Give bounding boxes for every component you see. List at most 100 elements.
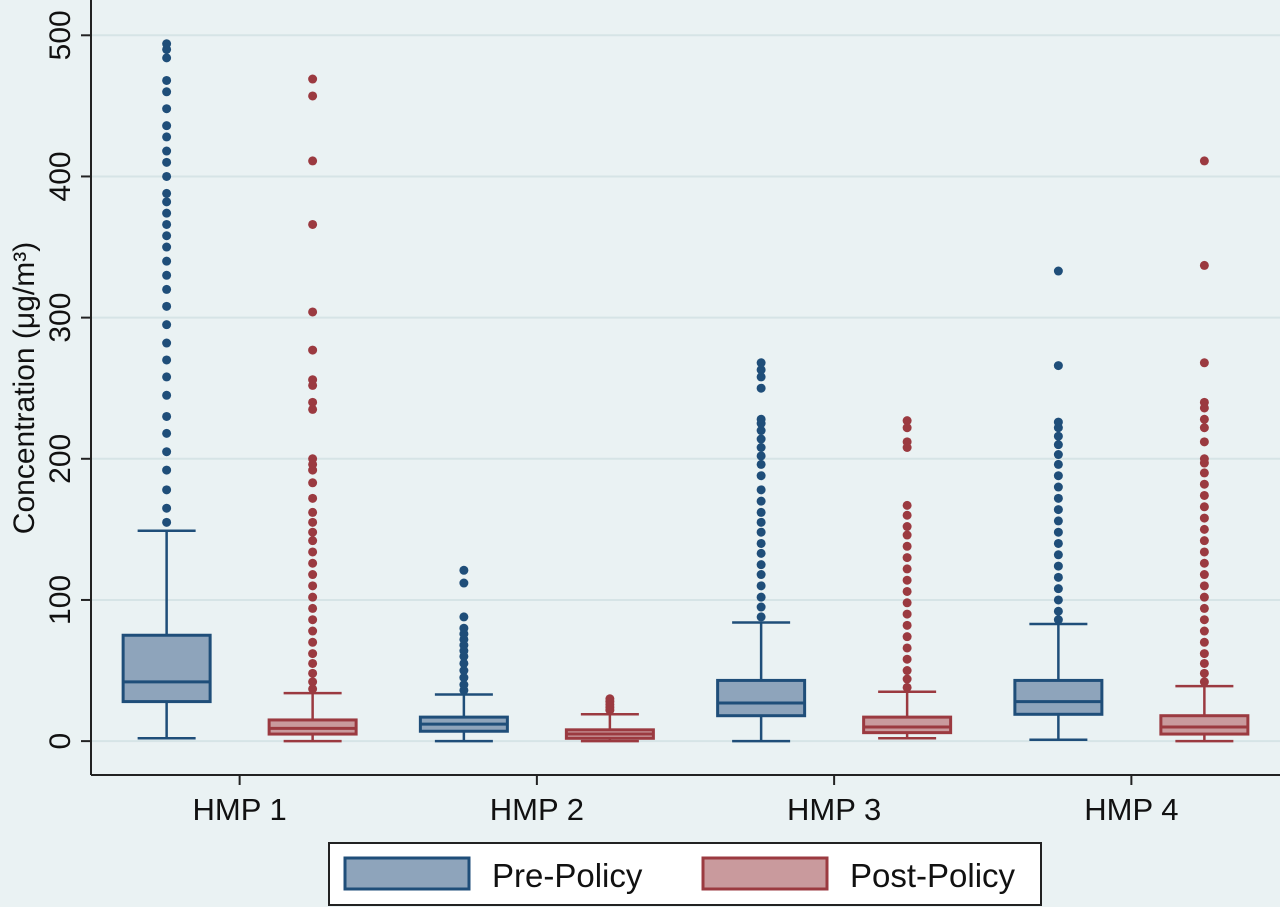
outlier-point	[459, 612, 469, 622]
outlier-point	[162, 171, 172, 181]
box-post-hmp3	[862, 416, 953, 740]
outlier-point	[756, 581, 766, 591]
outlier-point	[756, 414, 766, 424]
outlier-point	[1199, 397, 1209, 407]
outlier-point	[756, 434, 766, 444]
x-tick-label: HMP 3	[787, 792, 881, 827]
outlier-point	[1199, 358, 1209, 368]
box-pre-hmp2	[418, 565, 509, 743]
outlier-point	[308, 658, 318, 668]
outlier-point	[756, 426, 766, 436]
y-axis-title: Concentration (μg/m³)	[8, 242, 41, 534]
outlier-point	[902, 522, 912, 532]
outlier-point	[902, 682, 912, 692]
outlier-point	[756, 442, 766, 452]
outlier-point	[756, 383, 766, 393]
outlier-point	[902, 541, 912, 551]
outlier-point	[162, 208, 172, 218]
outlier-point	[1199, 615, 1209, 625]
legend-swatch-pre-policy	[343, 856, 471, 891]
outlier-point	[605, 694, 615, 704]
outlier-point	[308, 668, 318, 678]
outlier-point	[308, 536, 318, 546]
outlier-point	[308, 547, 318, 557]
outlier-point	[308, 637, 318, 647]
outlier-point	[756, 358, 766, 368]
outlier-point	[1199, 502, 1209, 512]
legend: Pre-Policy Post-Policy	[328, 842, 1042, 906]
outlier-point	[756, 602, 766, 612]
outlier-point	[308, 626, 318, 636]
outlier-point	[902, 632, 912, 642]
outlier-point	[162, 301, 172, 311]
outlier-point	[308, 404, 318, 414]
outlier-point	[756, 548, 766, 558]
outlier-point	[308, 454, 318, 464]
outlier-point	[1199, 658, 1209, 668]
outlier-point	[902, 643, 912, 653]
box-iqr	[716, 678, 807, 718]
outlier-point	[756, 372, 766, 382]
outlier-point	[902, 423, 912, 433]
box-pre-hmp4	[1013, 266, 1104, 741]
y-tick-label: 300	[44, 293, 77, 343]
outlier-point	[308, 677, 318, 687]
outlier-point	[1199, 592, 1209, 602]
outlier-point	[1053, 561, 1063, 571]
outlier-point	[1053, 431, 1063, 441]
outlier-point	[1053, 450, 1063, 460]
box-iqr	[121, 633, 212, 704]
outlier-point	[308, 615, 318, 625]
outlier-point	[902, 598, 912, 608]
outlier-point	[1053, 440, 1063, 450]
box-post-hmp4	[1159, 156, 1250, 743]
outlier-point	[1199, 547, 1209, 557]
box-pre-hmp3	[716, 358, 807, 743]
outlier-point	[902, 609, 912, 619]
outlier-point	[162, 104, 172, 114]
outlier-point	[756, 451, 766, 461]
box-post-hmp1	[267, 74, 358, 743]
outlier-point	[308, 507, 318, 517]
outlier-point	[1053, 584, 1063, 594]
outlier-point	[1199, 524, 1209, 534]
outlier-point	[902, 416, 912, 426]
outlier-point	[756, 570, 766, 580]
outlier-point	[308, 581, 318, 591]
outlier-point	[756, 365, 766, 375]
outlier-point	[1199, 581, 1209, 591]
box-iqr	[862, 715, 953, 735]
outlier-point	[162, 132, 172, 142]
y-ticks: 0 100 200 300 400 500	[44, 10, 91, 749]
outlier-point	[756, 538, 766, 548]
outlier-point	[162, 242, 172, 252]
outlier-point	[1053, 482, 1063, 492]
outlier-point	[308, 603, 318, 613]
outlier-point	[1053, 615, 1063, 625]
x-category-labels: HMP 1 HMP 2 HMP 3 HMP 4	[193, 775, 1178, 827]
outlier-point	[1199, 649, 1209, 659]
outlier-point	[162, 188, 172, 198]
outlier-point	[902, 510, 912, 520]
outlier-point	[162, 87, 172, 97]
outlier-point	[162, 390, 172, 400]
outlier-point	[308, 517, 318, 527]
legend-label-post-policy: Post-Policy	[850, 857, 1016, 894]
outlier-point	[1053, 266, 1063, 276]
outlier-point	[308, 91, 318, 101]
outlier-point	[1199, 558, 1209, 568]
outlier-point	[756, 612, 766, 622]
outlier-point	[308, 156, 318, 166]
outlier-point	[459, 658, 469, 668]
outlier-point	[1199, 423, 1209, 433]
outlier-point	[162, 355, 172, 365]
y-tick-label: 0	[44, 733, 77, 750]
x-tick-label: HMP 4	[1084, 792, 1178, 827]
outlier-point	[1199, 570, 1209, 580]
outlier-point	[902, 620, 912, 630]
outlier-point	[308, 493, 318, 503]
outlier-point	[1053, 361, 1063, 371]
outlier-point	[1199, 156, 1209, 166]
outlier-point	[1053, 493, 1063, 503]
box-plots	[121, 39, 1250, 743]
